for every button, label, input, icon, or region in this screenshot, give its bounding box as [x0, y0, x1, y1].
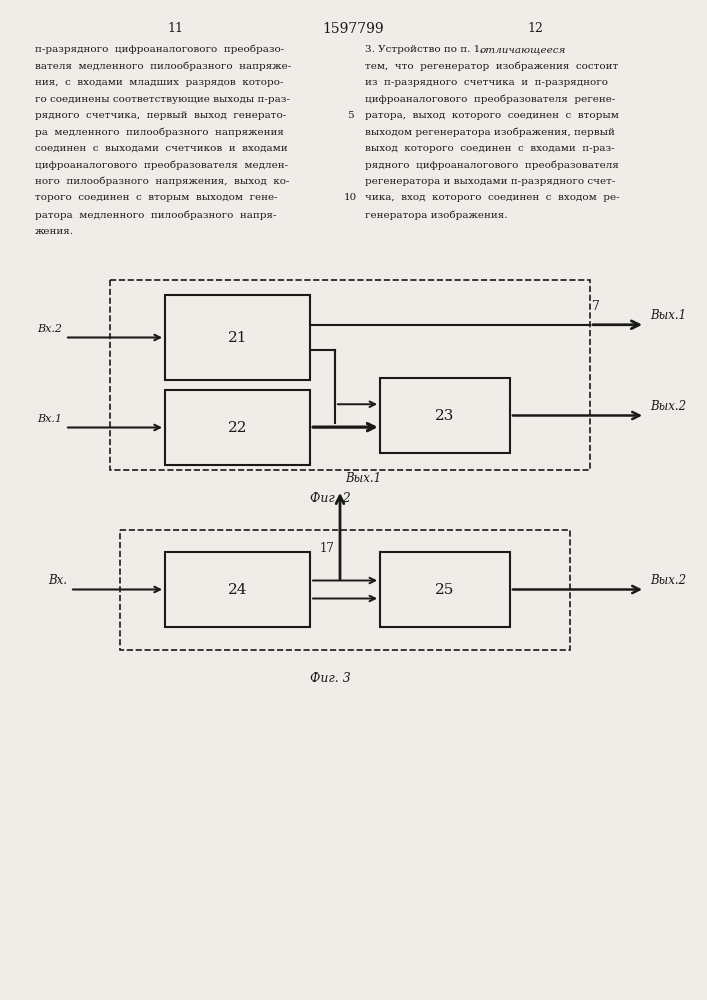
- Text: 5: 5: [346, 111, 354, 120]
- Text: п-разрядного  цифроаналогового  преобразо-: п-разрядного цифроаналогового преобразо-: [35, 45, 284, 54]
- Text: Вх.1: Вх.1: [37, 414, 62, 424]
- Text: Фиг. 3: Фиг. 3: [310, 672, 351, 685]
- Text: тем,  что  регенератор  изображения  состоит: тем, что регенератор изображения состоит: [365, 62, 618, 71]
- Bar: [120, 530, 570, 650]
- Text: ра  медленного  пилообразного  напряжения: ра медленного пилообразного напряжения: [35, 127, 284, 137]
- Text: 10: 10: [344, 194, 356, 202]
- Text: 11: 11: [167, 22, 183, 35]
- Text: соединен  с  выходами  счетчиков  и  входами: соединен с выходами счетчиков и входами: [35, 144, 288, 153]
- Text: выход  которого  соединен  с  входами  п-раз-: выход которого соединен с входами п-раз-: [365, 144, 614, 153]
- Text: го соединены соответствующие выходы п-раз-: го соединены соответствующие выходы п-ра…: [35, 95, 290, 104]
- Text: Фиг. 2: Фиг. 2: [310, 492, 351, 505]
- Text: ния,  с  входами  младших  разрядов  которо-: ния, с входами младших разрядов которо-: [35, 78, 284, 87]
- Text: 21: 21: [228, 330, 247, 344]
- Text: 3. Устройство по п. 1,: 3. Устройство по п. 1,: [365, 45, 486, 54]
- Text: отличающееся: отличающееся: [480, 45, 566, 54]
- Text: 22: 22: [228, 420, 247, 434]
- Text: Вых.2: Вых.2: [650, 574, 686, 586]
- Bar: [110, 280, 590, 470]
- Text: Вх.: Вх.: [48, 574, 67, 586]
- Text: цифроаналогового  преобразователя  медлен-: цифроаналогового преобразователя медлен-: [35, 160, 288, 170]
- Text: генератора изображения.: генератора изображения.: [365, 210, 508, 220]
- Text: из  п-разрядного  счетчика  и  п-разрядного: из п-разрядного счетчика и п-разрядного: [365, 78, 608, 87]
- Bar: [165, 552, 310, 627]
- Text: Вых.1: Вых.1: [650, 309, 686, 322]
- Text: ного  пилообразного  напряжения,  выход  ко-: ного пилообразного напряжения, выход ко-: [35, 177, 289, 186]
- Text: 17: 17: [320, 542, 335, 555]
- Text: 12: 12: [527, 22, 543, 35]
- Bar: [165, 295, 310, 380]
- Text: Вых.1: Вых.1: [345, 472, 381, 485]
- Text: 24: 24: [228, 582, 247, 596]
- Text: цифроаналогового  преобразователя  регене-: цифроаналогового преобразователя регене-: [365, 95, 615, 104]
- Bar: [380, 552, 510, 627]
- Text: Вых.2: Вых.2: [650, 399, 686, 412]
- Text: ратора,  выход  которого  соединен  с  вторым: ратора, выход которого соединен с вторым: [365, 111, 619, 120]
- Text: Вх.2: Вх.2: [37, 324, 62, 334]
- Text: торого  соединен  с  вторым  выходом  гене-: торого соединен с вторым выходом гене-: [35, 194, 278, 202]
- Text: регенератора и выходами п-разрядного счет-: регенератора и выходами п-разрядного сче…: [365, 177, 615, 186]
- Bar: [165, 390, 310, 465]
- Text: жения.: жения.: [35, 227, 74, 235]
- Text: 25: 25: [436, 582, 455, 596]
- Text: выходом регенератора изображения, первый: выходом регенератора изображения, первый: [365, 127, 615, 137]
- Text: рядного  счетчика,  первый  выход  генерато-: рядного счетчика, первый выход генерато-: [35, 111, 286, 120]
- Text: 1597799: 1597799: [322, 22, 384, 36]
- Bar: [380, 378, 510, 453]
- Text: 23: 23: [436, 408, 455, 422]
- Text: чика,  вход  которого  соединен  с  входом  ре-: чика, вход которого соединен с входом ре…: [365, 194, 619, 202]
- Text: рядного  цифроаналогового  преобразователя: рядного цифроаналогового преобразователя: [365, 160, 619, 170]
- Text: вателя  медленного  пилообразного  напряже-: вателя медленного пилообразного напряже-: [35, 62, 291, 71]
- Text: 7: 7: [592, 300, 600, 313]
- Text: ратора  медленного  пилообразного  напря-: ратора медленного пилообразного напря-: [35, 210, 276, 220]
